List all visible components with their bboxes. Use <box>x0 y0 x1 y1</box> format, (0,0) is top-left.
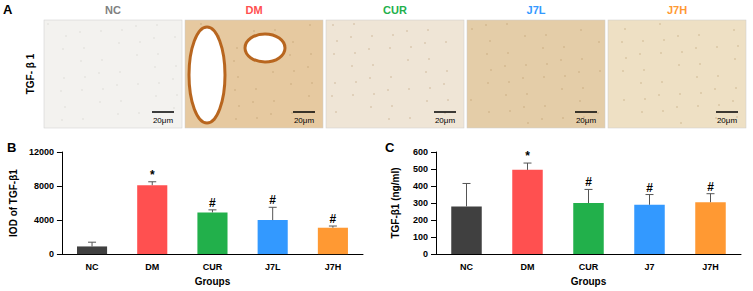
svg-text:600: 600 <box>413 147 428 157</box>
svg-text:#: # <box>330 212 337 226</box>
svg-text:CUR: CUR <box>203 262 223 272</box>
svg-text:*: * <box>525 149 530 163</box>
svg-text:J7L: J7L <box>527 4 546 16</box>
svg-text:DM: DM <box>245 4 262 16</box>
svg-text:DM: DM <box>521 262 535 272</box>
svg-text:#: # <box>209 196 216 210</box>
svg-text:IOD of TGF-β1: IOD of TGF-β1 <box>8 169 19 237</box>
svg-text:4000: 4000 <box>34 215 54 225</box>
svg-text:20μm: 20μm <box>294 116 315 125</box>
svg-text:#: # <box>269 193 276 207</box>
svg-text:Groups: Groups <box>571 276 607 287</box>
svg-text:20μm: 20μm <box>576 116 597 125</box>
svg-text:300: 300 <box>413 198 428 208</box>
svg-text:100: 100 <box>413 232 428 242</box>
svg-text:0: 0 <box>49 249 54 259</box>
svg-text:200: 200 <box>413 215 428 225</box>
svg-text:J7: J7 <box>644 262 654 272</box>
svg-text:CUR: CUR <box>383 4 407 16</box>
svg-text:#: # <box>707 180 714 194</box>
svg-text:J7H: J7H <box>325 262 342 272</box>
svg-text:A: A <box>3 2 13 17</box>
svg-text:0: 0 <box>423 249 428 259</box>
svg-text:C: C <box>385 140 395 155</box>
svg-text:TGF-β1 (ng/ml): TGF-β1 (ng/ml) <box>390 168 401 239</box>
svg-text:NC: NC <box>460 262 473 272</box>
svg-text:CUR: CUR <box>579 262 599 272</box>
svg-text:12000: 12000 <box>29 147 54 157</box>
svg-text:20μm: 20μm <box>153 116 174 125</box>
svg-text:400: 400 <box>413 181 428 191</box>
svg-text:J7H: J7H <box>667 4 687 16</box>
svg-text:J7L: J7L <box>265 262 281 272</box>
svg-text:B: B <box>7 140 16 155</box>
svg-text:NC: NC <box>86 262 99 272</box>
svg-text:NC: NC <box>105 4 121 16</box>
svg-text:#: # <box>585 175 592 189</box>
svg-text:8000: 8000 <box>34 181 54 191</box>
svg-text:500: 500 <box>413 164 428 174</box>
svg-text:Groups: Groups <box>195 276 231 287</box>
svg-text:TGF- β 1: TGF- β 1 <box>25 53 36 94</box>
svg-text:*: * <box>150 168 155 182</box>
svg-text:20μm: 20μm <box>717 116 738 125</box>
svg-text:DM: DM <box>145 262 159 272</box>
svg-text:J7H: J7H <box>702 262 719 272</box>
svg-text:20μm: 20μm <box>435 116 456 125</box>
svg-text:#: # <box>646 181 653 195</box>
